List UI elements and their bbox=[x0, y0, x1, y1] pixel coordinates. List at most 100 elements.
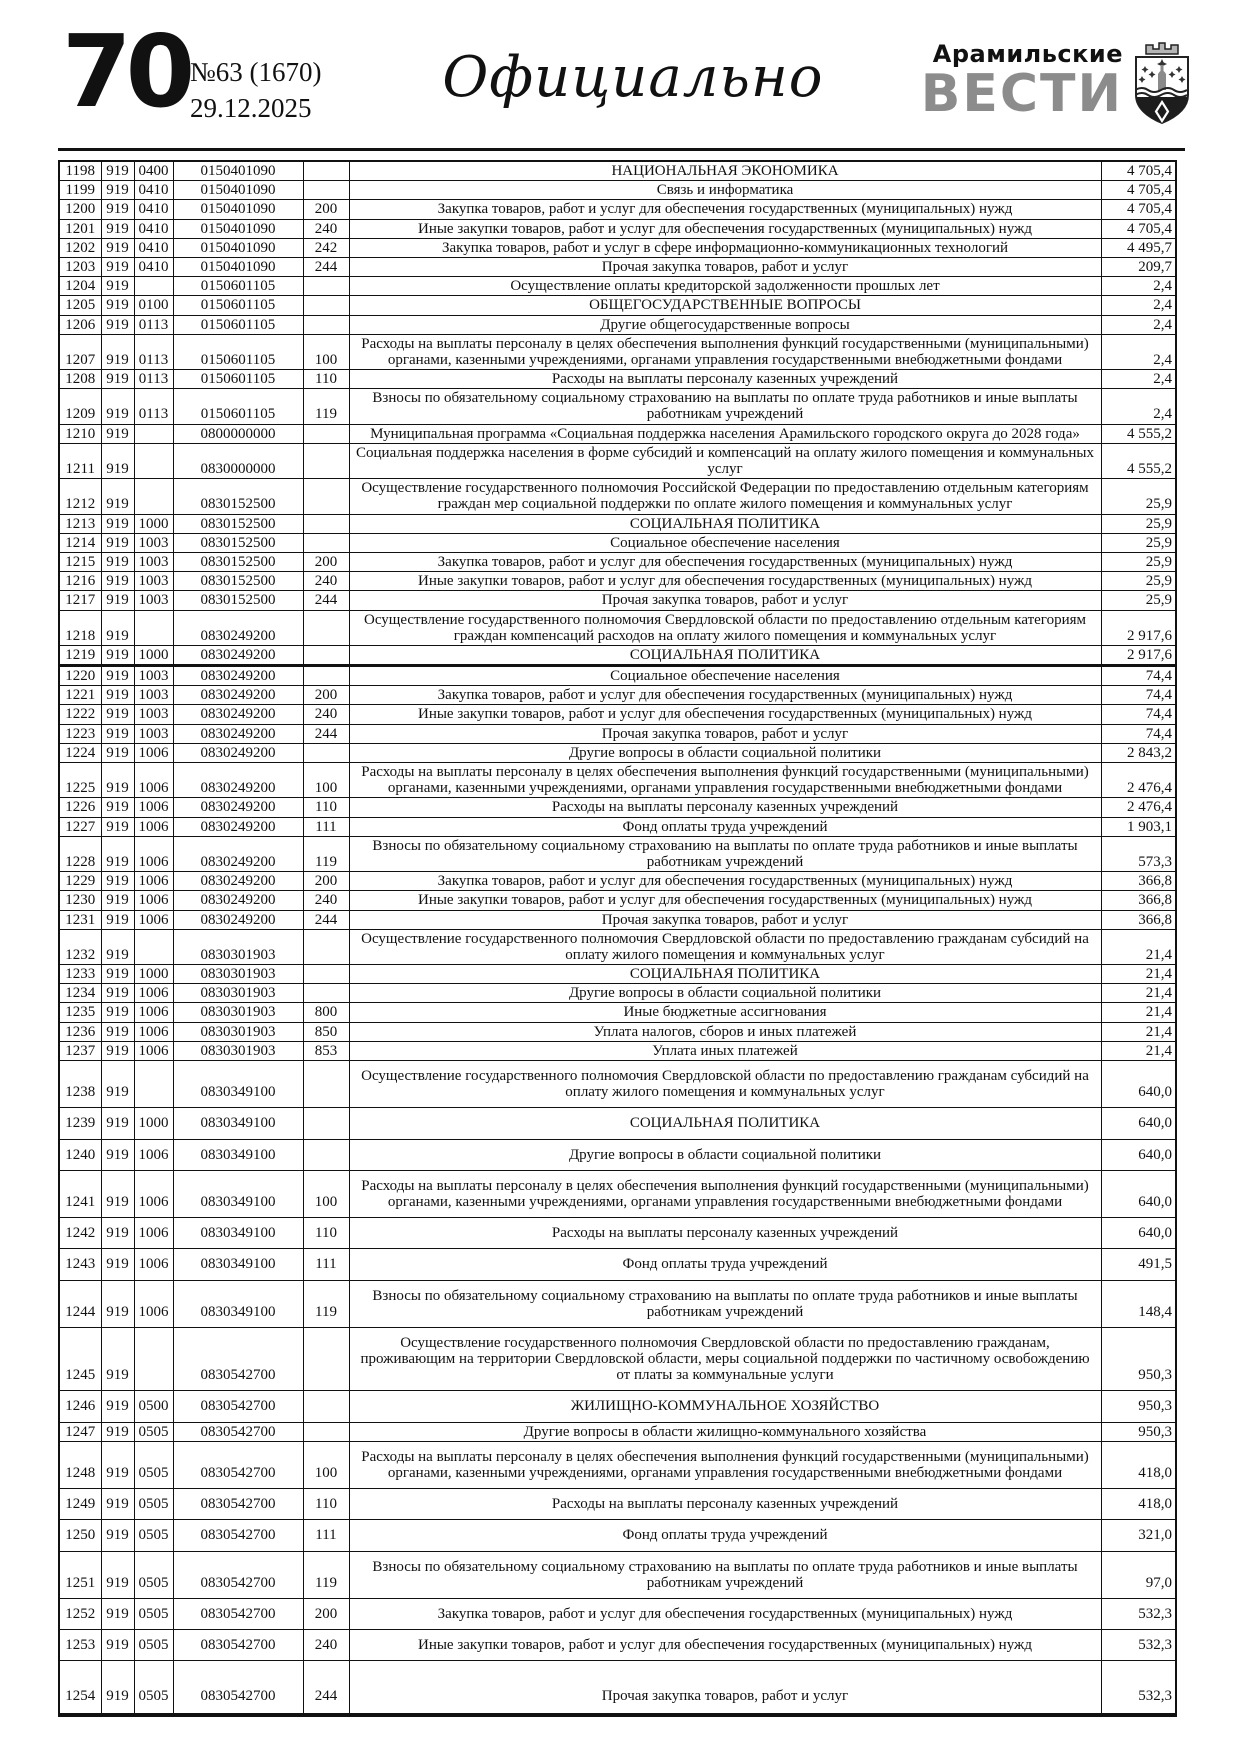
grbs-code: 919 bbox=[100, 890, 135, 911]
amount: 21,4 bbox=[1100, 1002, 1177, 1023]
target-article: 0830301903 bbox=[172, 928, 304, 966]
table-row: 1228 919 1006 0830249200 119 Взносы по обязат… bbox=[58, 835, 1177, 873]
expense-name: Расходы на выплаты персоналу казенных уч… bbox=[348, 369, 1102, 390]
grbs-code: 919 bbox=[100, 871, 135, 892]
section-code: 0100 bbox=[133, 295, 174, 316]
expense-type: 119 bbox=[302, 835, 350, 873]
grbs-code: 919 bbox=[100, 571, 135, 592]
line-number: 1239 bbox=[58, 1107, 102, 1140]
expense-name: Расходы на выплаты персоналу в целях обе… bbox=[348, 1440, 1102, 1490]
grbs-code: 919 bbox=[100, 180, 135, 201]
table-row: 1237 919 1006 0830301903 853 Уплата иных плат… bbox=[58, 1040, 1177, 1062]
target-article: 0830542700 bbox=[172, 1390, 304, 1423]
section-code: 0113 bbox=[133, 333, 174, 371]
expense-name: Муниципальная программа «Социальная подд… bbox=[348, 423, 1102, 444]
expense-type: 119 bbox=[302, 388, 350, 425]
grbs-code: 919 bbox=[100, 1660, 135, 1715]
table-row: 1205 919 0100 0150601105 ОБЩЕГОСУДАРСТВЕННЫЕ… bbox=[58, 295, 1177, 316]
amount: 2 476,4 bbox=[1100, 761, 1177, 799]
expense-type bbox=[302, 180, 350, 201]
expense-name: Осуществление государственного полномочи… bbox=[348, 1326, 1102, 1392]
section-code: 0113 bbox=[133, 314, 174, 335]
line-number: 1249 bbox=[58, 1488, 102, 1521]
expense-type bbox=[302, 442, 350, 480]
amount: 2,4 bbox=[1100, 369, 1177, 390]
amount: 2 917,6 bbox=[1100, 644, 1177, 667]
page-number: 70 bbox=[62, 13, 195, 130]
amount: 74,4 bbox=[1100, 685, 1177, 706]
target-article: 0830249200 bbox=[172, 723, 304, 744]
section-code: 1000 bbox=[133, 1107, 174, 1140]
target-article: 0830349100 bbox=[172, 1107, 304, 1140]
amount: 640,0 bbox=[1100, 1138, 1177, 1171]
section-code: 0400 bbox=[133, 160, 174, 182]
grbs-code: 919 bbox=[100, 1629, 135, 1662]
line-number: 1199 bbox=[58, 180, 102, 201]
section-code: 1006 bbox=[133, 1279, 174, 1328]
line-number: 1231 bbox=[58, 909, 102, 930]
expense-type: 240 bbox=[302, 218, 350, 239]
expense-type: 119 bbox=[302, 1550, 350, 1599]
amount: 640,0 bbox=[1100, 1059, 1177, 1109]
table-row: 1223 919 1003 0830249200 244 Прочая закупка т… bbox=[58, 723, 1177, 744]
expense-type bbox=[302, 478, 350, 515]
table-row: 1248 919 0505 0830542700 100 Расходы на выпла… bbox=[58, 1440, 1177, 1490]
section-code: 1003 bbox=[133, 704, 174, 725]
expense-type: 110 bbox=[302, 797, 350, 818]
amount: 74,4 bbox=[1100, 664, 1177, 687]
expense-type: 200 bbox=[302, 1597, 350, 1631]
amount: 21,4 bbox=[1100, 983, 1177, 1004]
section-code: 1000 bbox=[133, 964, 174, 985]
table-row: 1232 919 0830301903 Осуществление государст… bbox=[58, 928, 1177, 966]
line-number: 1212 bbox=[58, 478, 102, 515]
grbs-code: 919 bbox=[100, 160, 135, 182]
target-article: 0830542700 bbox=[172, 1660, 304, 1715]
section-code: 1006 bbox=[133, 1040, 174, 1062]
target-article: 0150601105 bbox=[172, 333, 304, 371]
budget-table: 1198 919 0400 0150401090 НАЦИОНАЛЬНАЯ ЭКОНОМ… bbox=[58, 160, 1177, 1717]
line-number: 1207 bbox=[58, 333, 102, 371]
amount: 25,9 bbox=[1100, 513, 1177, 534]
section-code bbox=[133, 928, 174, 966]
expense-name: Закупка товаров, работ и услуг для обесп… bbox=[348, 199, 1102, 220]
table-row: 1246 919 0500 0830542700 ЖИЛИЩНО-КОММУНАЛЬНО… bbox=[58, 1390, 1177, 1423]
table-row: 1235 919 1006 0830301903 800 Иные бюджетные а… bbox=[58, 1002, 1177, 1023]
grbs-code: 919 bbox=[100, 513, 135, 534]
target-article: 0830542700 bbox=[172, 1440, 304, 1490]
target-article: 0830249200 bbox=[172, 664, 304, 687]
target-article: 0150401090 bbox=[172, 256, 304, 278]
section-code: 1000 bbox=[133, 644, 174, 667]
coat-of-arms-icon bbox=[1135, 42, 1189, 125]
expense-name: СОЦИАЛЬНАЯ ПОЛИТИКА bbox=[348, 513, 1102, 534]
line-number: 1254 bbox=[58, 1660, 102, 1715]
section-code: 0505 bbox=[133, 1421, 174, 1442]
table-row: 1250 919 0505 0830542700 111 Фонд оплаты труд… bbox=[58, 1519, 1177, 1552]
target-article: 0830542700 bbox=[172, 1597, 304, 1631]
amount: 74,4 bbox=[1100, 704, 1177, 725]
target-article: 0830000000 bbox=[172, 442, 304, 480]
expense-type: 110 bbox=[302, 1217, 350, 1250]
masthead-line2: ВЕСТИ bbox=[920, 64, 1123, 124]
expense-type: 240 bbox=[302, 890, 350, 911]
grbs-code: 919 bbox=[100, 218, 135, 239]
table-row: 1214 919 1003 0830152500 Социальное обеспече… bbox=[58, 532, 1177, 553]
line-number: 1223 bbox=[58, 723, 102, 744]
expense-type: 100 bbox=[302, 761, 350, 799]
amount: 74,4 bbox=[1100, 723, 1177, 744]
amount: 532,3 bbox=[1100, 1629, 1177, 1662]
amount: 366,8 bbox=[1100, 890, 1177, 911]
expense-name: Иные закупки товаров, работ и услуг для … bbox=[348, 218, 1102, 239]
line-number: 1221 bbox=[58, 685, 102, 706]
amount: 209,7 bbox=[1100, 256, 1177, 278]
expense-name: Фонд оплаты труда учреждений bbox=[348, 1248, 1102, 1281]
expense-name: Социальное обеспечение населения bbox=[348, 664, 1102, 687]
line-number: 1245 bbox=[58, 1326, 102, 1392]
amount: 418,0 bbox=[1100, 1440, 1177, 1490]
expense-name: Расходы на выплаты персоналу в целях обе… bbox=[348, 761, 1102, 799]
section-code: 1003 bbox=[133, 532, 174, 553]
line-number: 1228 bbox=[58, 835, 102, 873]
target-article: 0830152500 bbox=[172, 478, 304, 515]
grbs-code: 919 bbox=[100, 237, 135, 258]
line-number: 1217 bbox=[58, 590, 102, 611]
line-number: 1252 bbox=[58, 1597, 102, 1631]
